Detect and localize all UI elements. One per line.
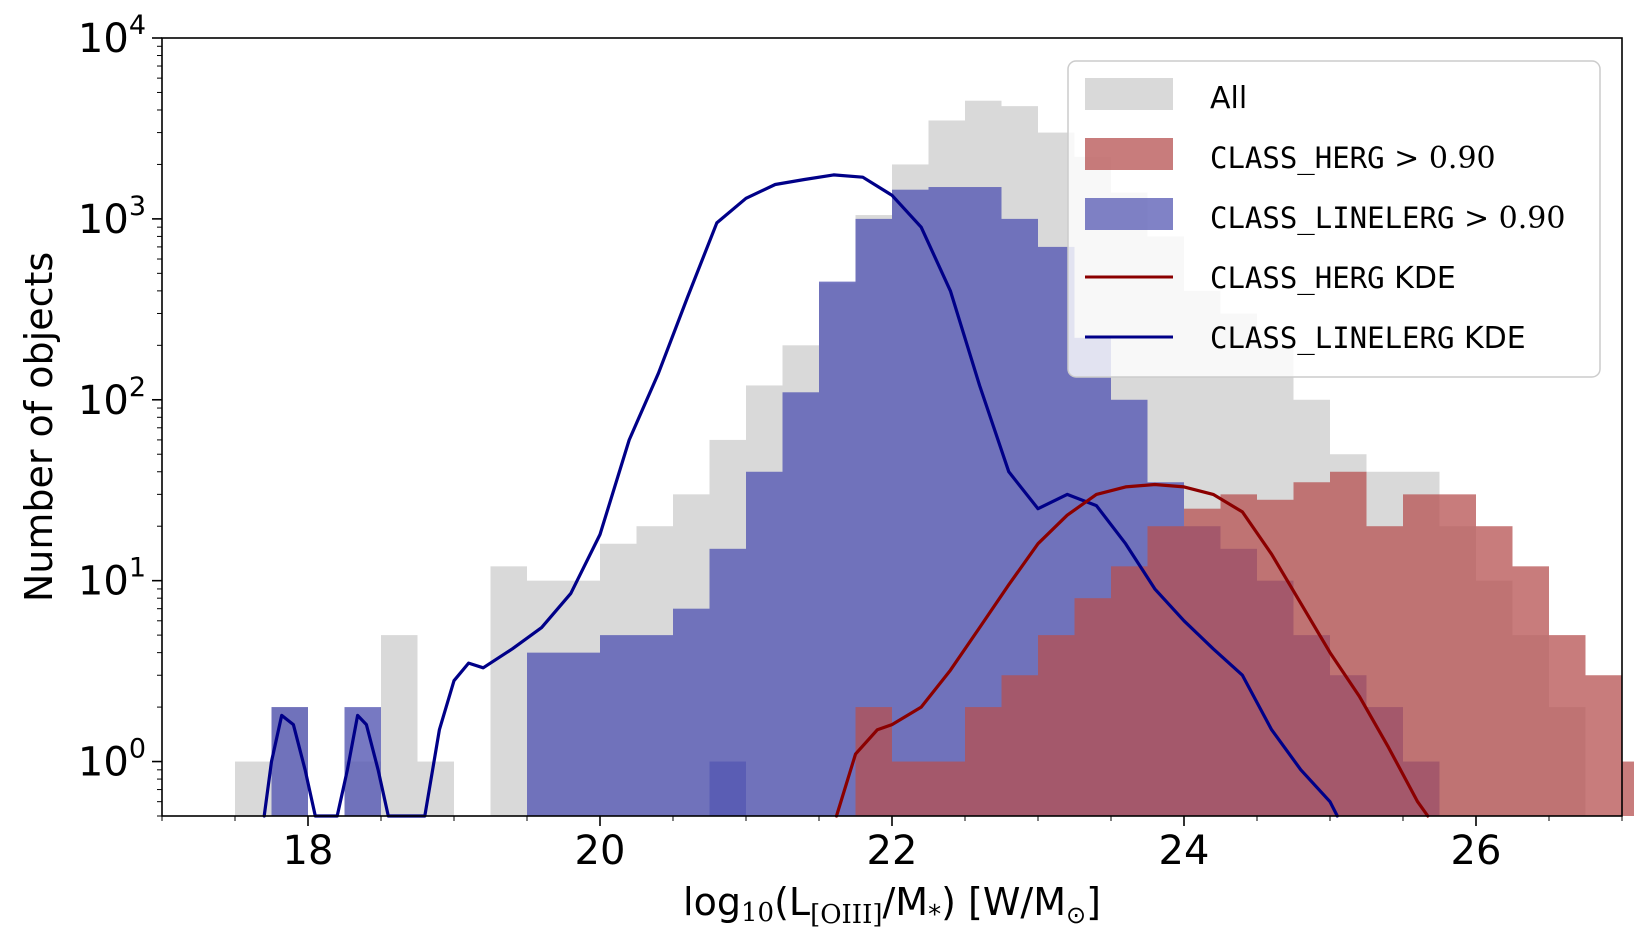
herg-bar	[1147, 526, 1184, 816]
herg-bar	[1001, 675, 1038, 816]
all-bar	[490, 566, 527, 816]
linelerg-bar	[527, 652, 564, 816]
herg-kde-line	[834, 482, 1430, 818]
x-tick-label: 24	[1159, 828, 1210, 874]
herg-bar	[1293, 482, 1330, 816]
herg-histogram-bars	[855, 471, 1634, 816]
legend-label-herg: CLASS_HERG > 0.90	[1210, 141, 1496, 176]
herg-bar	[1366, 526, 1403, 816]
linelerg-bar	[746, 471, 783, 816]
herg-bar	[1220, 494, 1257, 816]
linelerg-bar	[819, 281, 856, 816]
linelerg-extra-bar	[709, 761, 746, 816]
y-tick-label: 103	[78, 191, 146, 243]
x-tick-label: 18	[283, 828, 334, 874]
linelerg-bar	[563, 652, 600, 816]
herg-bar	[1476, 526, 1513, 816]
herg-bar	[1184, 508, 1221, 816]
herg-bar	[1330, 471, 1367, 816]
legend-swatch-herg	[1085, 138, 1173, 170]
all-bar	[417, 761, 454, 816]
herg-bar	[1257, 499, 1294, 816]
herg-bar	[855, 707, 892, 816]
legend-label-linelerg: CLASS_LINELERG > 0.90	[1210, 201, 1565, 236]
linelerg-bar	[600, 635, 637, 816]
legend-label-all: All	[1210, 81, 1247, 116]
herg-bar	[1549, 635, 1586, 816]
legend-label-herg-kde: CLASS_HERG KDE	[1210, 261, 1456, 296]
herg-bar	[1038, 635, 1075, 816]
y-tick-label: 100	[78, 734, 146, 786]
herg-bar	[1439, 494, 1476, 816]
x-tick-label: 26	[1451, 828, 1502, 874]
herg-bar	[1403, 494, 1440, 816]
herg-bar	[1111, 566, 1148, 816]
linelerg-bar	[673, 608, 710, 816]
x-axis-ticks: 18 20 22 24 26	[161, 816, 1623, 874]
x-tick-label: 20	[575, 828, 626, 874]
y-tick-label: 102	[78, 372, 146, 424]
linelerg-bar	[636, 635, 673, 816]
herg-bar	[1512, 566, 1549, 816]
y-axis-label: Number of objects	[17, 252, 61, 602]
legend-label-linelerg-kde: CLASS_LINELERG KDE	[1210, 321, 1526, 356]
linelerg-bar	[782, 392, 819, 816]
y-tick-label: 104	[78, 10, 146, 62]
linelerg-bar	[928, 187, 965, 816]
linelerg-bar	[892, 189, 929, 817]
all-bar	[381, 635, 418, 816]
herg-bar	[965, 707, 1002, 816]
x-tick-label: 22	[867, 828, 918, 874]
herg-bar	[1585, 675, 1622, 816]
y-tick-label: 101	[78, 553, 146, 605]
kde-lines	[262, 173, 1430, 818]
herg-bar	[1622, 761, 1634, 816]
legend-swatch-all	[1085, 78, 1173, 110]
herg-bar	[892, 761, 929, 816]
herg-bar	[928, 761, 965, 816]
herg-bar	[1074, 598, 1111, 816]
x-axis-label: log10(L[OIII]/M*) [W/M⊙]	[683, 880, 1101, 930]
y-axis-ticks: 100 101 102 103 104	[78, 10, 162, 817]
legend-swatch-linelerg	[1085, 198, 1173, 230]
legend-box	[1067, 60, 1601, 378]
linelerg-kde-line	[262, 173, 1339, 818]
legend: All CLASS_HERG > 0.90 CLASS_LINELERG > 0…	[1067, 60, 1601, 378]
